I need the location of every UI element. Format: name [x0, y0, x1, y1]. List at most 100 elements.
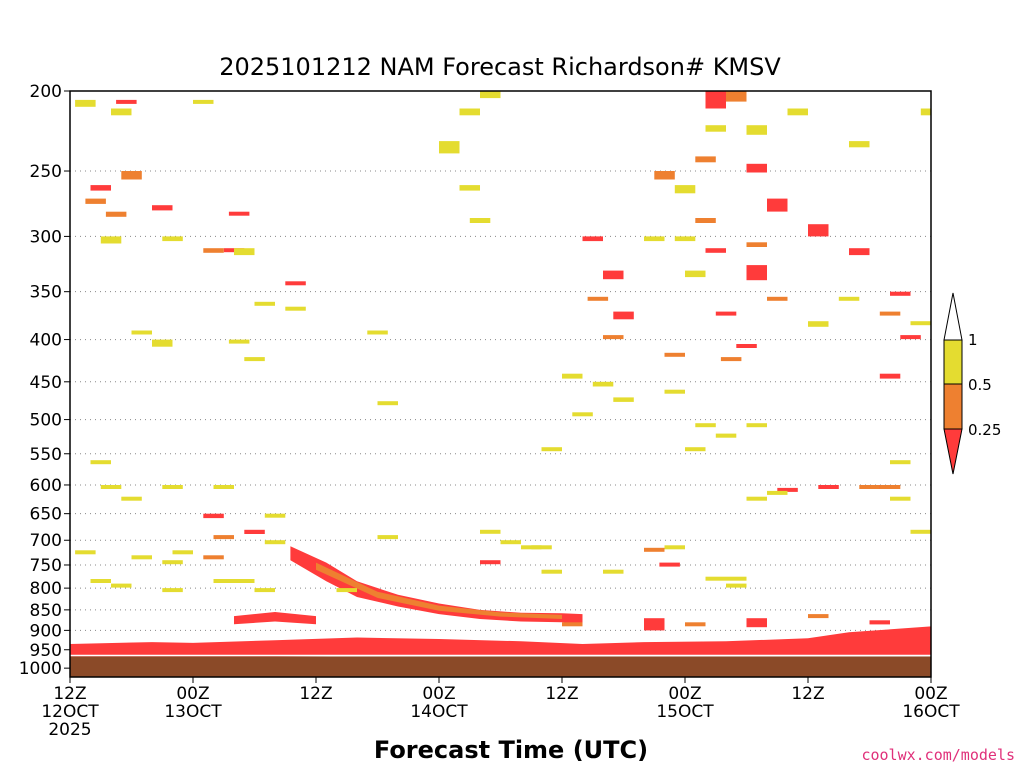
- ri-cell: [336, 588, 357, 593]
- ri-cell: [644, 236, 665, 242]
- ri-cell: [859, 485, 880, 489]
- y-tick-label: 800: [30, 579, 62, 599]
- ri-cell: [644, 547, 665, 552]
- ri-cell: [746, 163, 767, 173]
- ri-cell: [715, 311, 737, 316]
- stable-band: [70, 626, 931, 657]
- ri-cell: [777, 487, 798, 492]
- ri-cell: [654, 171, 675, 180]
- ri-cell: [613, 311, 634, 320]
- ri-cell: [695, 218, 716, 223]
- ri-cell: [879, 311, 901, 316]
- x-tick-label: 12Z: [791, 684, 824, 704]
- ri-cell: [111, 108, 132, 116]
- ri-cell: [152, 205, 173, 211]
- ri-cell: [715, 433, 737, 438]
- ri-cell: [644, 618, 665, 631]
- ri-cell: [695, 423, 716, 428]
- ri-cell: [228, 339, 250, 344]
- ri-cell: [705, 91, 726, 109]
- ri-cell: [203, 513, 224, 519]
- y-tick-label: 300: [30, 227, 62, 247]
- legend: 1 0.5 0.25: [943, 292, 1001, 475]
- ri-cell: [152, 339, 173, 347]
- x-tick-label: 00Z: [422, 684, 455, 704]
- ri-cell: [685, 622, 706, 627]
- ri-cell: [603, 270, 624, 280]
- ri-cell: [162, 236, 183, 242]
- ri-cell: [85, 198, 106, 204]
- ri-cell: [75, 99, 96, 107]
- x-axis-title: Forecast Time (UTC): [374, 736, 648, 764]
- y-tick-label: 900: [30, 621, 62, 641]
- data-layer: [70, 91, 931, 657]
- ri-cell: [121, 171, 142, 180]
- ri-cell: [562, 373, 583, 379]
- ri-cell: [587, 296, 609, 301]
- ri-cell: [900, 335, 921, 340]
- ri-cell: [264, 513, 286, 518]
- ri-cell: [726, 91, 747, 102]
- ri-cell: [726, 576, 747, 581]
- ri-cell: [377, 535, 398, 540]
- ri-cell: [254, 588, 275, 593]
- stable-band: [316, 562, 562, 619]
- ri-cell: [500, 540, 521, 545]
- ri-cell: [890, 291, 911, 296]
- ri-cell: [838, 296, 860, 301]
- y-tick-label: 250: [30, 162, 62, 182]
- ri-cell: [541, 447, 562, 452]
- y-tick-label: 950: [30, 641, 62, 661]
- ri-cell: [613, 397, 634, 402]
- ri-cell: [285, 281, 306, 286]
- ri-cell: [377, 401, 398, 406]
- ri-cell: [480, 560, 501, 565]
- ri-cell: [234, 248, 255, 256]
- ri-cell: [603, 335, 624, 340]
- ri-cell: [367, 330, 388, 335]
- ri-cell: [746, 125, 767, 135]
- ri-cell: [910, 529, 931, 534]
- ri-cell: [203, 555, 224, 560]
- credit-link[interactable]: coolwx.com/models: [861, 746, 1015, 764]
- ri-cell: [90, 579, 111, 583]
- ri-cell: [285, 306, 306, 311]
- ri-cell: [162, 485, 183, 489]
- ri-cell: [746, 618, 767, 628]
- ri-cell: [849, 248, 870, 256]
- ri-cell: [100, 236, 122, 244]
- ri-cell: [213, 485, 234, 489]
- y-tick-label: 450: [30, 373, 62, 393]
- ri-cell: [213, 535, 234, 540]
- y-tick-label: 1000: [19, 659, 62, 679]
- ri-cell: [746, 496, 767, 501]
- x-tick-label: 12OCT: [41, 702, 99, 722]
- ri-cell: [746, 265, 767, 281]
- ri-cell: [767, 198, 788, 212]
- ri-cell: [720, 357, 742, 362]
- ri-cell: [228, 211, 250, 216]
- ground-fill: [70, 656, 931, 677]
- x-tick-label: 00Z: [668, 684, 701, 704]
- ri-cell: [459, 108, 480, 116]
- stable-band: [234, 612, 316, 625]
- ri-cell: [521, 545, 542, 550]
- ri-cell: [480, 91, 501, 99]
- ri-cell: [439, 141, 460, 154]
- ri-cell: [695, 156, 716, 163]
- y-tick-label: 850: [30, 601, 62, 621]
- ri-cell: [531, 545, 552, 550]
- ri-cell: [705, 576, 726, 581]
- x-tick-label: 14OCT: [410, 702, 468, 722]
- ri-cell: [244, 529, 265, 534]
- legend-bin-0.5-1: [943, 339, 963, 385]
- ri-cell: [203, 248, 224, 253]
- ri-cell: [674, 185, 696, 194]
- ri-cell: [592, 381, 614, 387]
- ri-cell: [603, 569, 624, 574]
- y-tick-label: 200: [30, 82, 62, 102]
- plot-frame: [69, 90, 932, 678]
- ri-cell: [90, 185, 111, 191]
- ri-cell: [116, 99, 137, 104]
